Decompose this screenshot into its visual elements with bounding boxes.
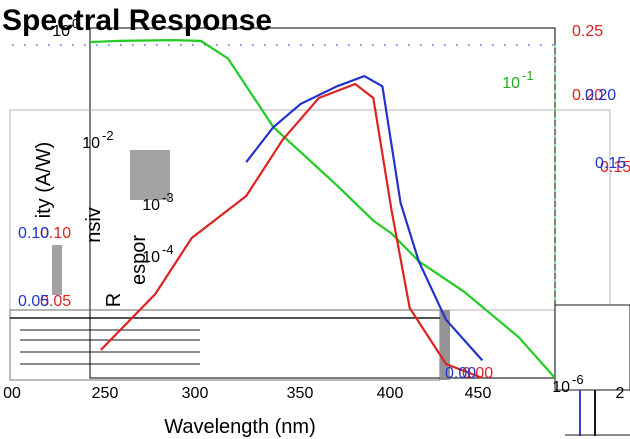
y-left-exponent-2: -3 <box>162 190 174 205</box>
y-left-inner-tick: 10 <box>502 75 520 92</box>
y-right-inner-tick-3: 0.05 <box>18 293 49 310</box>
series-line-1 <box>90 38 555 378</box>
x-tick-1: 250 <box>92 385 119 402</box>
y-right-inner-tick-2: 0.10 <box>18 225 49 242</box>
chart-title: Spectral Response <box>2 4 272 37</box>
x-tick-4: 400 <box>377 385 404 402</box>
y-left-exponent-0: 0 <box>72 16 79 31</box>
ghost-artifacts <box>9 44 630 436</box>
x-tick-0: 00 <box>3 385 21 402</box>
ghost-frame-2 <box>9 309 441 381</box>
ghost-inset-panel <box>554 304 630 391</box>
y-left-tick-2: 10 <box>142 197 160 214</box>
y-right-inner-tick-4: 0.00 <box>445 365 476 382</box>
y-right-tick-0: 0.25 <box>572 23 603 40</box>
series-line-3 <box>100 82 483 378</box>
y-right-tick-2: 0.15 <box>600 159 630 176</box>
x-tick-2: 300 <box>182 385 209 402</box>
y-right-tick-1: 0.20 <box>572 87 603 104</box>
ghost-block-2 <box>52 245 62 295</box>
ghost-block-3 <box>440 310 450 380</box>
y-left-tick-4: 10 <box>552 379 570 396</box>
y-left-tick-3: 10 <box>142 249 160 266</box>
y-right-tick-5: 0.00 <box>462 365 493 382</box>
y-left-tick-1: 10 <box>82 135 100 152</box>
y-axis-label-fragment-4: R <box>103 293 125 307</box>
series-line-2 <box>245 74 484 362</box>
y-right-inner-tick-0: 0.20 <box>585 87 616 104</box>
y-axis-label-fragment-2: nsiv <box>83 207 105 243</box>
plot-frame <box>89 27 556 379</box>
y-right-tick-3: 0.10 <box>40 225 71 242</box>
ghost-block-1 <box>130 150 170 200</box>
x-axis-label: Wavelength (nm) <box>164 416 316 438</box>
y-left-inner-exponent: -1 <box>522 68 534 83</box>
y-right-inner-tick-1: 0.15 <box>595 155 626 172</box>
x-tick-6: 2 <box>616 385 625 402</box>
y-left-exponent-3: -4 <box>162 242 174 257</box>
y-axis-label-fragment-1: ity (A/W) <box>33 142 55 219</box>
y-left-tick-0: 10 <box>52 23 70 40</box>
y-axis-label-fragment-3: espor <box>128 235 150 285</box>
x-tick-3: 350 <box>287 385 314 402</box>
y-left-exponent-1: -2 <box>102 128 114 143</box>
y-left-exponent-4: -6 <box>572 372 584 387</box>
y-right-tick-4: 0.05 <box>40 293 71 310</box>
x-tick-5: 450 <box>465 385 492 402</box>
